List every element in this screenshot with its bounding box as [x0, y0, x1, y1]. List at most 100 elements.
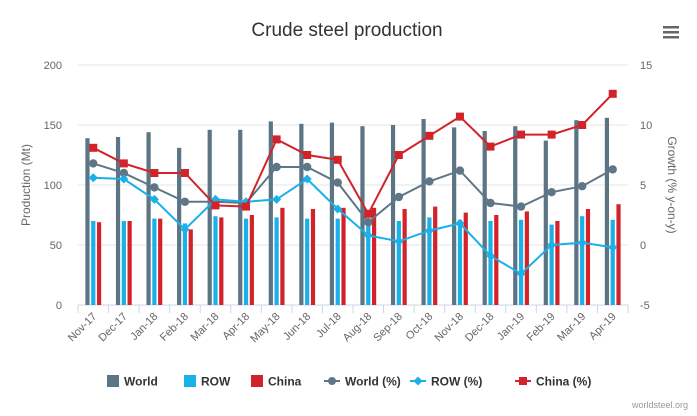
x-tick-label: Jul-18	[314, 311, 344, 341]
legend-item[interactable]: China (%)	[515, 375, 591, 389]
x-tick-label: May-18	[248, 311, 282, 345]
bar	[146, 132, 151, 305]
x-tick-label: Dec-18	[463, 311, 497, 345]
credits-link[interactable]: worldsteel.org	[631, 400, 688, 410]
bar	[121, 221, 126, 305]
chart-title: Crude steel production	[251, 20, 442, 41]
line-series	[88, 89, 618, 279]
legend-item[interactable]: World (%)	[324, 375, 401, 389]
legend-marker	[519, 377, 527, 385]
legend-item[interactable]: ROW	[184, 375, 231, 389]
point	[364, 218, 373, 227]
legend-item[interactable]: World	[107, 375, 158, 389]
x-tick-label: Apr-18	[220, 311, 252, 343]
point	[394, 192, 404, 202]
x-tick-label: Jun-18	[281, 311, 313, 343]
point	[486, 198, 495, 208]
x-tick-label: Aug-18	[341, 311, 375, 345]
legend-label: ROW (%)	[431, 375, 482, 389]
y2-tick-label: 15	[640, 60, 652, 72]
point	[302, 174, 312, 184]
series-line	[92, 162, 614, 224]
y2-tick-label: -5	[640, 300, 650, 312]
y-tick-label: 0	[56, 300, 62, 312]
point	[608, 242, 618, 252]
legend-swatch	[251, 375, 263, 387]
bar	[188, 229, 193, 305]
bar	[513, 126, 518, 305]
legend-item[interactable]: ROW (%)	[410, 375, 482, 389]
bar-series	[85, 117, 621, 306]
x-tick-label: Jan-18	[128, 311, 160, 343]
point	[578, 121, 587, 129]
bar	[433, 206, 438, 305]
x-tick-label: Nov-17	[66, 311, 100, 345]
legend-label: China (%)	[536, 375, 591, 389]
bar	[96, 222, 102, 305]
point	[272, 162, 281, 172]
y2-tick-label: 5	[640, 180, 646, 192]
bar	[452, 127, 457, 306]
chart-menu-button[interactable]	[660, 22, 682, 42]
point	[547, 240, 557, 250]
legend-swatch	[107, 375, 119, 387]
point	[211, 201, 220, 210]
legend-item[interactable]: China	[251, 375, 302, 389]
x-tick-label: Nov-18	[433, 311, 467, 345]
y-axis-right: -5 0 5 10 15	[640, 60, 652, 312]
bar	[85, 138, 90, 305]
point	[425, 131, 434, 140]
legend: World ROW China World (%) ROW (%) China (%)	[107, 375, 591, 389]
bar	[310, 209, 316, 305]
point	[455, 112, 464, 121]
bar	[243, 218, 249, 305]
bar	[390, 125, 396, 305]
bar	[219, 217, 224, 305]
legend-label: China	[268, 375, 302, 389]
point	[119, 174, 129, 184]
y-tick-label: 150	[44, 120, 62, 132]
bar	[366, 219, 371, 305]
bar	[574, 120, 579, 305]
y2-axis-title: Growth (% y-on-y)	[665, 136, 679, 233]
bar	[268, 121, 273, 306]
bar	[299, 123, 304, 305]
bar	[274, 217, 279, 305]
bar	[427, 217, 432, 305]
bar	[402, 209, 407, 305]
bar	[482, 131, 487, 305]
bar	[329, 122, 335, 305]
y-tick-label: 100	[44, 180, 62, 192]
point	[486, 251, 495, 261]
bar	[115, 137, 121, 305]
point	[455, 218, 465, 228]
point	[333, 178, 342, 187]
x-axis: Nov-17Dec-17Jan-18Feb-18Mar-18Apr-18May-…	[66, 305, 629, 345]
bar	[610, 219, 615, 305]
bar	[518, 219, 524, 305]
bar	[213, 216, 218, 305]
bar	[341, 207, 346, 305]
legend-label: ROW	[201, 375, 231, 389]
point	[394, 151, 403, 159]
point	[272, 194, 282, 204]
point	[88, 173, 98, 183]
bar	[91, 221, 96, 305]
bar	[152, 218, 157, 305]
point	[272, 135, 281, 144]
point	[89, 143, 98, 152]
point	[333, 204, 343, 214]
y-axis-left: 0 50 100 150 200	[44, 60, 62, 312]
hamburger-menu-icon	[663, 26, 679, 39]
point	[242, 202, 251, 211]
bar	[396, 221, 401, 305]
bar	[177, 147, 182, 305]
y-tick-label: 50	[50, 240, 62, 252]
point	[180, 197, 190, 206]
point	[577, 238, 587, 248]
line-group	[89, 159, 617, 227]
point	[517, 130, 526, 139]
x-tick-label: Mar-19	[555, 311, 588, 344]
point	[303, 151, 312, 159]
